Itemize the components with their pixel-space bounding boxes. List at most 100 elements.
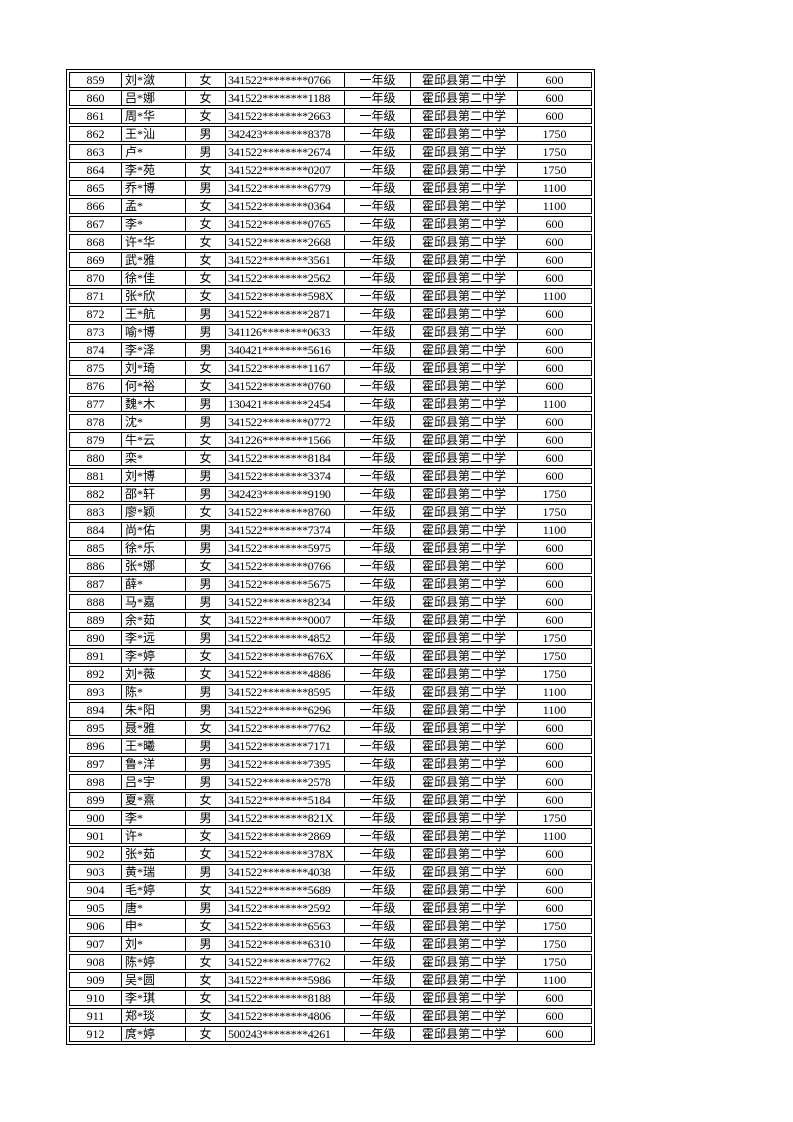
gender-cell: 女 <box>186 91 226 105</box>
id-number-cell: 341522********4852 <box>226 631 345 645</box>
serial-cell: 878 <box>70 415 122 429</box>
serial-cell: 906 <box>70 919 122 933</box>
serial-cell: 863 <box>70 145 122 159</box>
gender-cell: 女 <box>186 253 226 267</box>
school-cell: 霍邱县第二中学 <box>411 955 518 969</box>
table-row: 873 喻*博男 341126********0633 一年级 霍邱县第二中学 600 <box>69 324 592 340</box>
name-cell: 庹*婷 <box>122 1027 186 1041</box>
gender-cell: 女 <box>186 271 226 285</box>
amount-cell: 600 <box>545 901 564 915</box>
name-cell: 刘*琦 <box>122 361 186 375</box>
grade-cell: 一年级 <box>345 811 411 825</box>
serial-cell: 862 <box>70 127 122 141</box>
grade-cell: 一年级 <box>345 991 411 1005</box>
table-row: 871 张*欣女 341522********598X 一年级 霍邱县第二中学 1100 <box>69 288 592 304</box>
school-cell: 霍邱县第二中学 <box>411 703 518 717</box>
serial-cell: 903 <box>70 865 122 879</box>
table-row: 898 吕*宇男 341522********2578 一年级 霍邱县第二中学 600 <box>69 774 592 790</box>
school-cell: 霍邱县第二中学 <box>411 109 518 123</box>
table-row: 878 沈* 男 341522********0772 一年级 霍邱县第二中学 600 <box>69 414 592 430</box>
school-cell: 霍邱县第二中学 <box>411 163 518 177</box>
table-row: 904 毛*婷女 341522********5689 一年级 霍邱县第二中学 600 <box>69 882 592 898</box>
table-row: 876 何*裕女 341522********0760 一年级 霍邱县第二中学 600 <box>69 378 592 394</box>
school-cell: 霍邱县第二中学 <box>411 829 518 843</box>
id-number-cell: 341522********3561 <box>226 253 345 267</box>
serial-cell: 864 <box>70 163 122 177</box>
name-cell: 陈*婷 <box>122 955 186 969</box>
id-number-cell: 341522********821X <box>226 811 345 825</box>
gender-cell: 女 <box>186 919 226 933</box>
serial-cell: 888 <box>70 595 122 609</box>
serial-cell: 912 <box>70 1027 122 1041</box>
id-number-cell: 341522********5975 <box>226 541 345 555</box>
gender-cell: 女 <box>186 649 226 663</box>
grade-cell: 一年级 <box>345 487 411 501</box>
grade-cell: 一年级 <box>345 415 411 429</box>
amount-cell: 1100 <box>542 523 567 537</box>
serial-cell: 907 <box>70 937 122 951</box>
id-number-cell: 342423********9190 <box>226 487 345 501</box>
gender-cell: 女 <box>186 163 226 177</box>
gender-cell: 男 <box>186 811 226 825</box>
id-number-cell: 341522********0772 <box>226 415 345 429</box>
id-number-cell: 341522********7395 <box>226 757 345 771</box>
amount-cell: 600 <box>545 739 564 753</box>
gender-cell: 女 <box>186 991 226 1005</box>
table-row: 912 庹*婷女 500243********4261 一年级 霍邱县第二中学 600 <box>69 1026 592 1042</box>
table-row: 862 王*汕男 342423********8378 一年级 霍邱县第二中学 1750 <box>69 126 592 142</box>
school-cell: 霍邱县第二中学 <box>411 469 518 483</box>
grade-cell: 一年级 <box>345 361 411 375</box>
serial-cell: 897 <box>70 757 122 771</box>
amount-cell: 600 <box>545 559 564 573</box>
grade-cell: 一年级 <box>345 181 411 195</box>
name-cell: 鲁*洋 <box>122 757 186 771</box>
table-row: 863 卢* 男 341522********2674 一年级 霍邱县第二中学 1750 <box>69 144 592 160</box>
table-row: 869 武*雅女 341522********3561 一年级 霍邱县第二中学 600 <box>69 252 592 268</box>
id-number-cell: 500243********4261 <box>226 1027 345 1041</box>
school-cell: 霍邱县第二中学 <box>411 307 518 321</box>
serial-cell: 879 <box>70 433 122 447</box>
gender-cell: 男 <box>186 631 226 645</box>
gender-cell: 男 <box>186 397 226 411</box>
name-cell: 王*汕 <box>122 127 186 141</box>
school-cell: 霍邱县第二中学 <box>411 361 518 375</box>
serial-cell: 861 <box>70 109 122 123</box>
name-cell: 黄*瑞 <box>122 865 186 879</box>
serial-cell: 900 <box>70 811 122 825</box>
id-number-cell: 341522********2592 <box>226 901 345 915</box>
serial-cell: 894 <box>70 703 122 717</box>
school-cell: 霍邱县第二中学 <box>411 865 518 879</box>
id-number-cell: 341522********8760 <box>226 505 345 519</box>
amount-cell: 600 <box>545 991 564 1005</box>
amount-cell: 600 <box>545 721 564 735</box>
table-row: 886 张*娜女 341522********0766 一年级 霍邱县第二中学 600 <box>69 558 592 574</box>
table-row: 905 唐* 男 341522********2592 一年级 霍邱县第二中学 600 <box>69 900 592 916</box>
name-cell: 唐* <box>122 901 186 915</box>
table-row: 891 李*婷女 341522********676X 一年级 霍邱县第二中学 1750 <box>69 648 592 664</box>
amount-cell: 600 <box>545 343 564 357</box>
name-cell: 王*航 <box>122 307 186 321</box>
school-cell: 霍邱县第二中学 <box>411 847 518 861</box>
table-row: 880 栾* 女 341522********8184 一年级 霍邱县第二中学 600 <box>69 450 592 466</box>
name-cell: 申* <box>122 919 186 933</box>
school-cell: 霍邱县第二中学 <box>411 775 518 789</box>
name-cell: 郑*琰 <box>122 1009 186 1023</box>
name-cell: 喻*博 <box>122 325 186 339</box>
id-number-cell: 341522********2578 <box>226 775 345 789</box>
gender-cell: 男 <box>186 343 226 357</box>
table-row: 899 夏*熹女 341522********5184 一年级 霍邱县第二中学 600 <box>69 792 592 808</box>
grade-cell: 一年级 <box>345 1009 411 1023</box>
gender-cell: 男 <box>186 937 226 951</box>
table-row: 874 李*泽男 340421********5616 一年级 霍邱县第二中学 600 <box>69 342 592 358</box>
amount-cell: 600 <box>545 217 564 231</box>
name-cell: 尚*佑 <box>122 523 186 537</box>
name-cell: 张*娜 <box>122 559 186 573</box>
school-cell: 霍邱县第二中学 <box>411 757 518 771</box>
amount-cell: 600 <box>545 253 564 267</box>
amount-cell: 600 <box>545 325 564 339</box>
amount-cell: 1750 <box>542 919 567 933</box>
amount-cell: 600 <box>545 865 564 879</box>
serial-cell: 869 <box>70 253 122 267</box>
gender-cell: 女 <box>186 73 226 87</box>
amount-cell: 600 <box>545 1027 564 1041</box>
